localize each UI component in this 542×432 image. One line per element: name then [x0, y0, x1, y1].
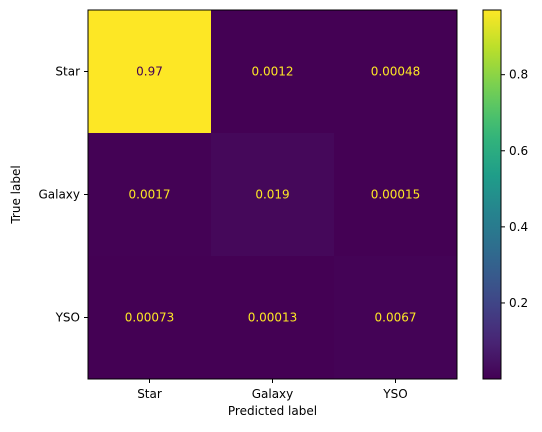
- colorbar-tick-label: 0.4: [509, 220, 528, 234]
- y-tick-label: Galaxy: [38, 188, 80, 202]
- matrix-cell: [211, 10, 334, 133]
- y-tick-label: Star: [55, 65, 80, 79]
- x-axis-label: Predicted label: [228, 404, 317, 418]
- matrix-cell: [334, 10, 457, 133]
- cell-value-label: 0.0067: [375, 311, 417, 325]
- colorbar-tick-label: 0.8: [509, 68, 528, 82]
- cell-value-label: 0.00015: [371, 188, 421, 202]
- colorbar-tick-label: 0.2: [509, 296, 528, 310]
- matrix-cell: [211, 256, 334, 379]
- y-tick-label: YSO: [55, 311, 80, 325]
- y-axis-label: True label: [9, 165, 23, 224]
- cell-value-label: 0.019: [255, 188, 289, 202]
- cell-value-label: 0.00048: [371, 65, 421, 79]
- matrix-cell: [334, 256, 457, 379]
- x-axis-ticks: Star Galaxy YSO: [137, 379, 408, 401]
- colorbar: [482, 9, 502, 380]
- cell-value-label: 0.0017: [129, 188, 171, 202]
- cell-value-label: 0.97: [136, 65, 163, 79]
- matrix-cell: [88, 256, 211, 379]
- colorbar-ticks: 0.2 0.4 0.6 0.8: [501, 68, 528, 310]
- y-axis-ticks: Star Galaxy YSO: [38, 65, 88, 325]
- matrix-cell: [88, 10, 211, 133]
- matrix-cell: [334, 133, 457, 256]
- matrix-cells: [88, 10, 457, 379]
- colorbar-tick-label: 0.6: [509, 144, 528, 158]
- cell-value-label: 0.00013: [248, 311, 298, 325]
- cell-value-label: 0.00073: [125, 311, 175, 325]
- x-tick-label: YSO: [382, 387, 407, 401]
- matrix-cell: [211, 133, 334, 256]
- x-tick-label: Star: [137, 387, 162, 401]
- cell-value-label: 0.0012: [252, 65, 294, 79]
- x-tick-label: Galaxy: [252, 387, 294, 401]
- matrix-cell: [88, 133, 211, 256]
- matrix-cell-labels: 0.97 0.0012 0.00048 0.0017 0.019 0.00015 0.000…: [125, 65, 421, 325]
